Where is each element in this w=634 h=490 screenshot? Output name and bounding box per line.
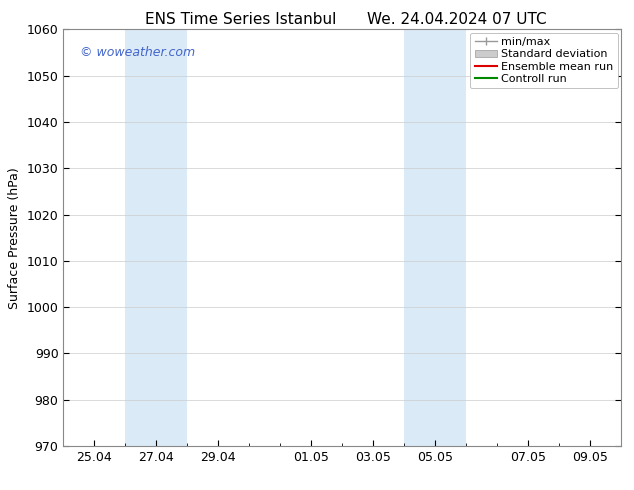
- Legend: min/max, Standard deviation, Ensemble mean run, Controll run: min/max, Standard deviation, Ensemble me…: [470, 33, 618, 88]
- Bar: [404, 29, 467, 446]
- Y-axis label: Surface Pressure (hPa): Surface Pressure (hPa): [8, 167, 21, 309]
- Text: We. 24.04.2024 07 UTC: We. 24.04.2024 07 UTC: [366, 12, 547, 27]
- Text: © woweather.com: © woweather.com: [80, 46, 195, 59]
- Bar: [126, 29, 188, 446]
- Text: ENS Time Series Istanbul: ENS Time Series Istanbul: [145, 12, 337, 27]
